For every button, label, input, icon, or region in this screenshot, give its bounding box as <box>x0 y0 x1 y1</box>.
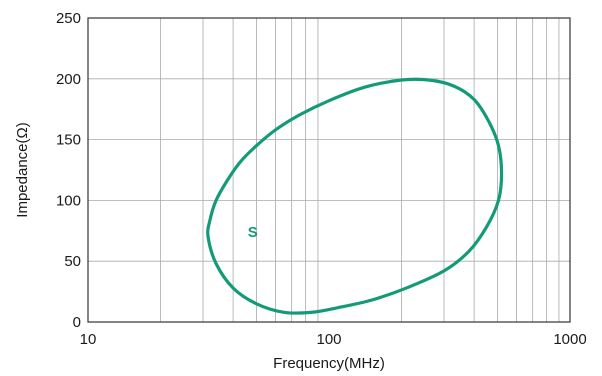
y-tick-label: 250 <box>56 10 81 27</box>
x-tick-label: 100 <box>316 331 341 348</box>
y-tick-label: 150 <box>56 132 81 149</box>
series-layer: S <box>206 77 504 315</box>
plot-frame <box>87 17 571 323</box>
grid <box>88 18 570 322</box>
x-tick-label: 10 <box>80 331 97 348</box>
y-tick-label: 100 <box>56 192 81 209</box>
x-tick-label: 1000 <box>553 331 586 348</box>
y-tick-label: 200 <box>56 71 81 88</box>
series-label-s: S <box>248 224 258 241</box>
tick-labels: 10 100 1000 0 50 100 150 200 250 <box>56 10 587 348</box>
x-axis-title: Frequency(MHz) <box>273 355 385 372</box>
y-tick-label: 50 <box>64 253 81 270</box>
y-axis-title: Impedance(Ω) <box>14 122 31 217</box>
series-line-s <box>206 77 504 315</box>
y-tick-label: 0 <box>73 314 81 331</box>
